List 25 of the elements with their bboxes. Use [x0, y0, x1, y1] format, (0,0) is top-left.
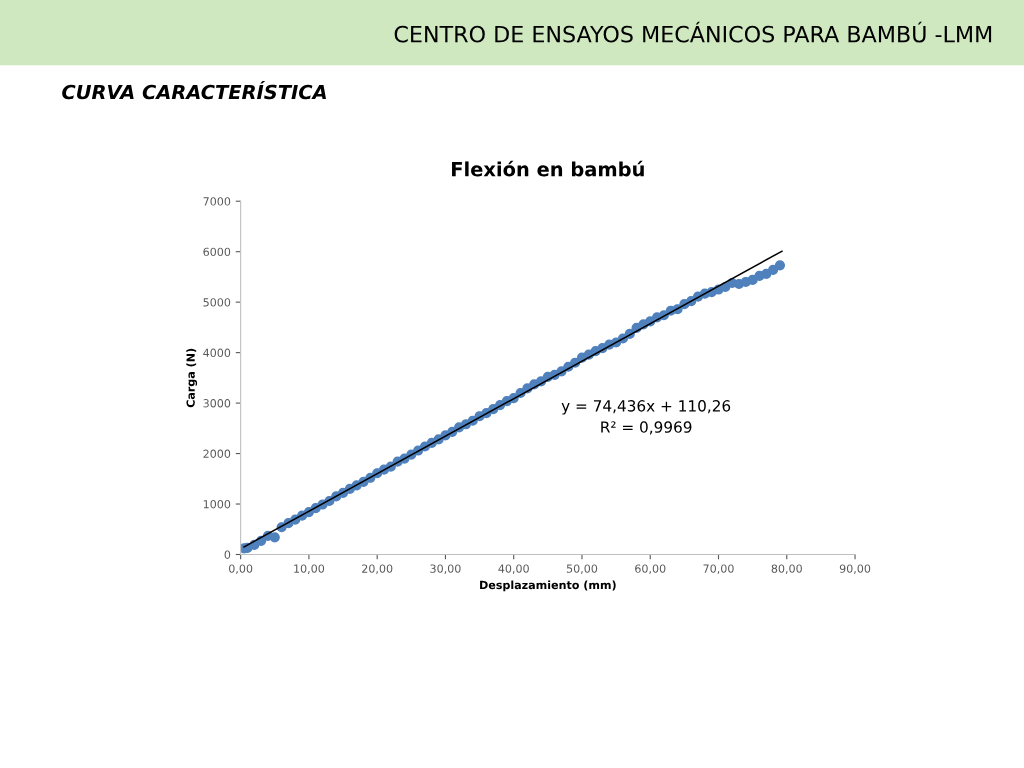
y-tick-label: 7000	[203, 197, 231, 206]
x-axis-title: Desplazamiento (mm)	[480, 580, 616, 592]
y-tick-label: 2000	[203, 449, 231, 458]
y-tick-label: 4000	[203, 348, 231, 357]
text: CENTRO DE ENSAYOS MECÁNICOS PARA BAMBÚ -LMM	[394, 21, 992, 43]
x-tick-label: 60,00	[635, 564, 666, 574]
x-tick-label: 80,00	[771, 564, 802, 574]
annotation: y = 74,436x + 110,26	[561, 400, 731, 415]
chart-title: Flexión en bambú	[452, 160, 644, 177]
annotation: R² = 0,9969	[601, 421, 692, 435]
y-tick-label: 5000	[203, 298, 231, 307]
y-tick-label: 6000	[203, 247, 231, 257]
x-tick-label: 30,00	[430, 564, 461, 574]
y-tick-label: 0	[224, 550, 231, 559]
x-tick-label: 90,00	[839, 564, 871, 574]
x-tick-label: 10,00	[294, 564, 325, 574]
text: CURVA CARACTERÍSTICA	[62, 81, 326, 100]
y-tick-label: 1000	[203, 500, 231, 509]
x-tick-label: 20,00	[362, 564, 393, 574]
x-tick-label: 50,00	[566, 564, 598, 574]
x-tick-label: 40,00	[498, 564, 529, 574]
y-tick-label: 3000	[203, 399, 231, 408]
x-tick-label: 70,00	[703, 564, 734, 574]
y-axis-title: Carga (N)	[186, 348, 198, 408]
x-tick-label: 0,00	[229, 564, 253, 574]
